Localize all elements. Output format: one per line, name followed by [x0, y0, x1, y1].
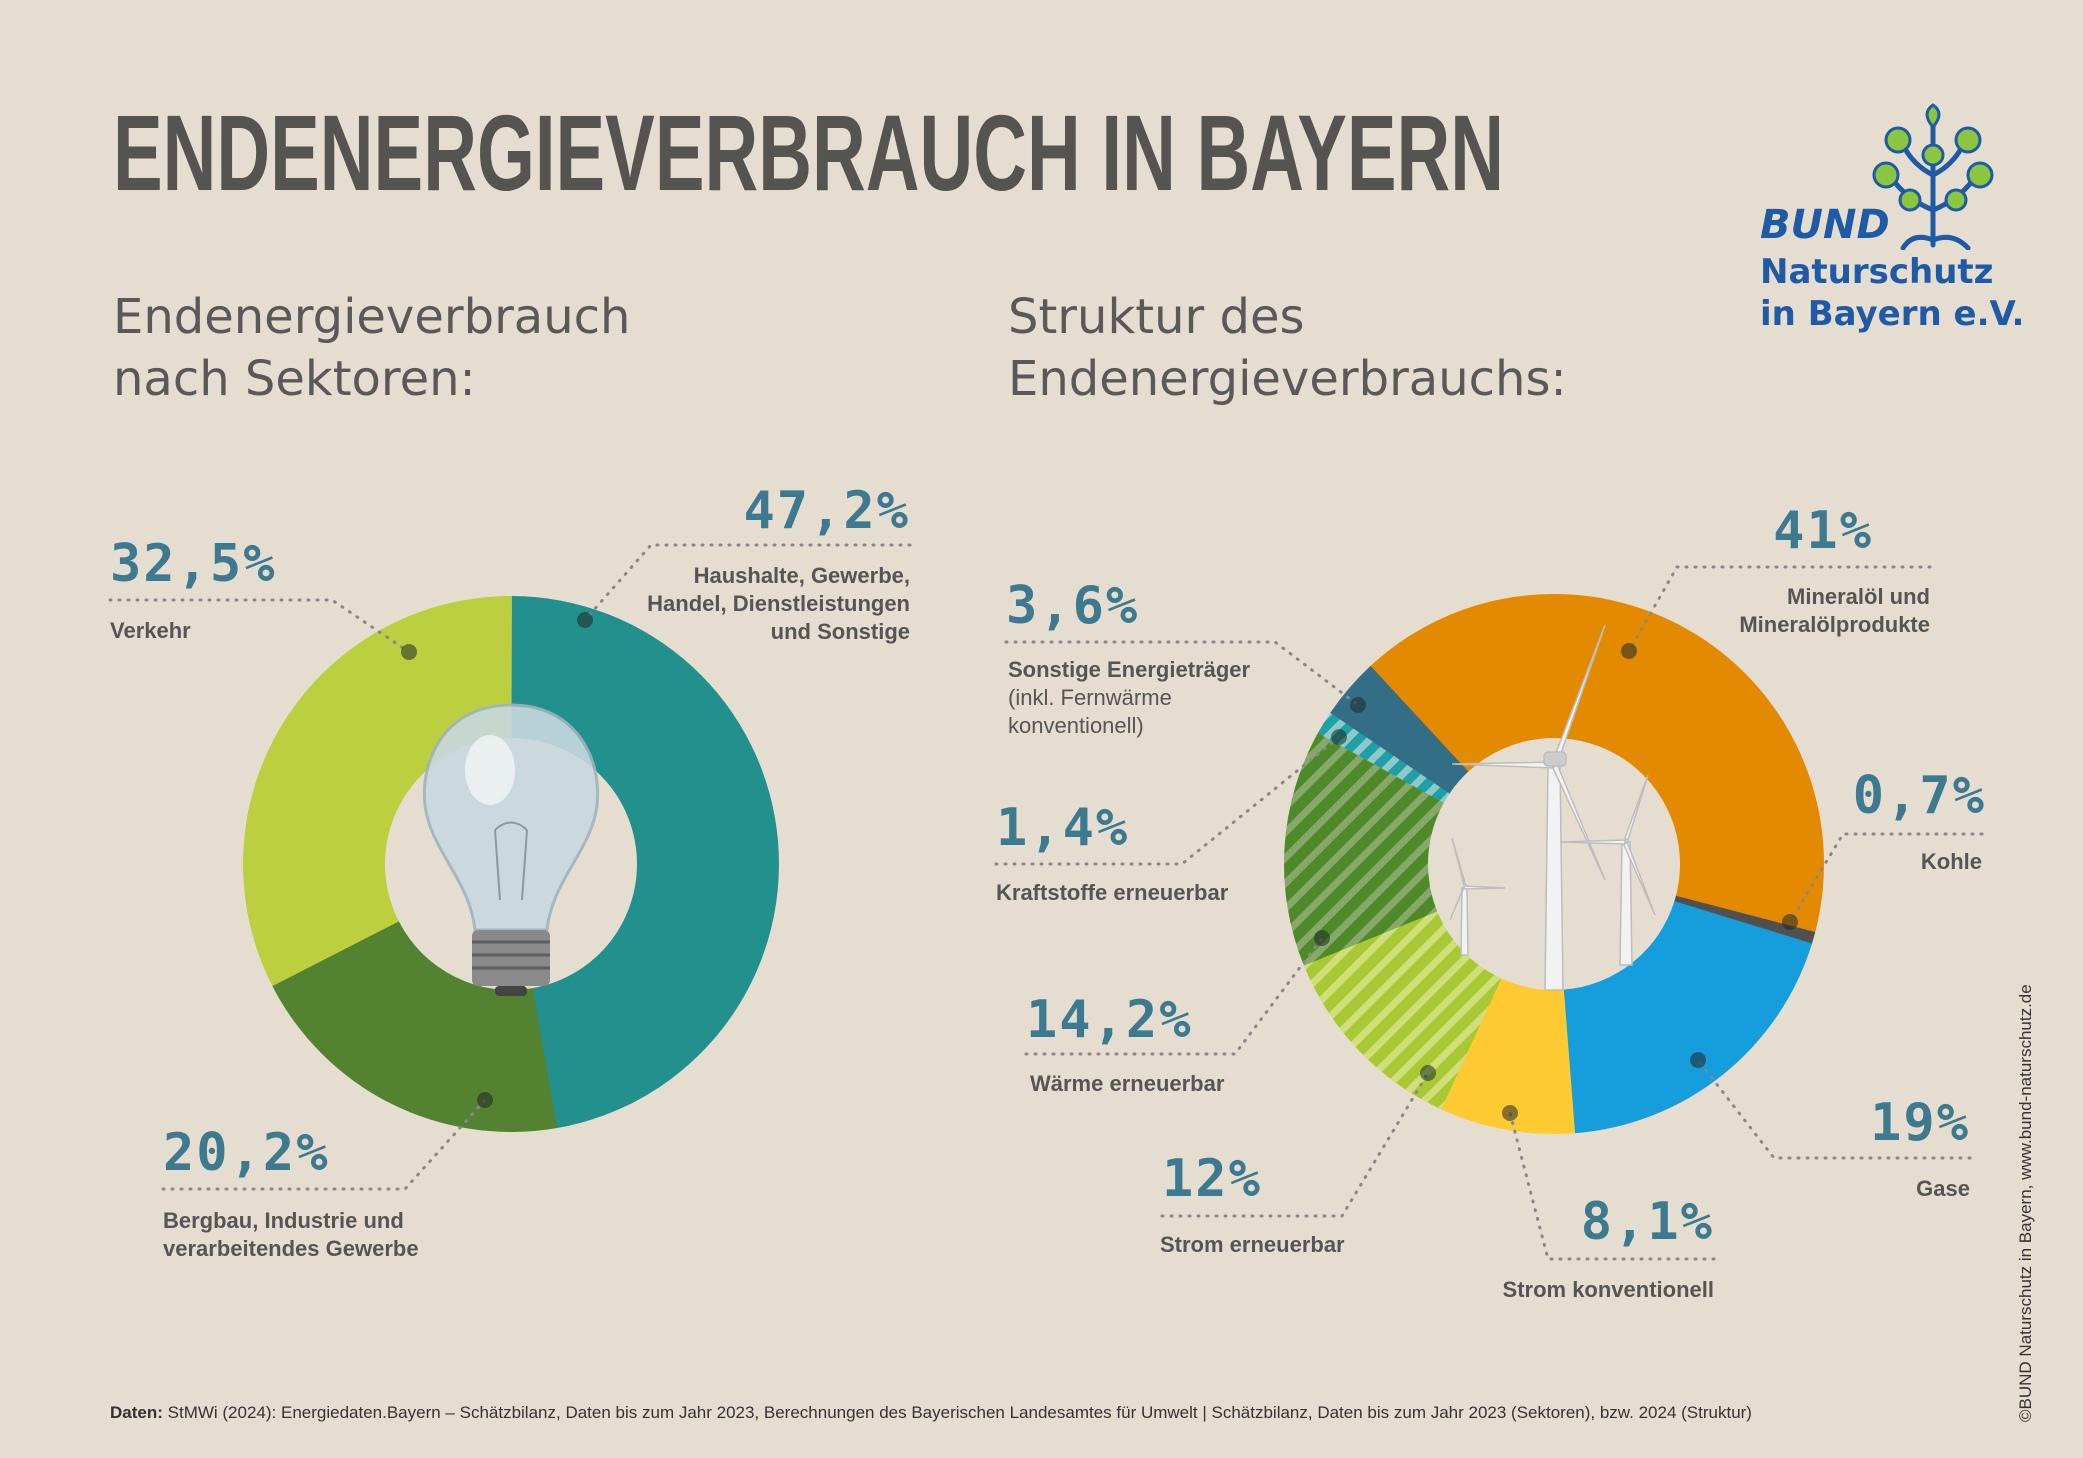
label-kraftstoffe-value: 1,4% — [996, 798, 1130, 858]
label-line: Haushalte, Gewerbe, — [693, 563, 910, 588]
donut-slice-bergbau-industrie-und — [272, 921, 558, 1133]
label-sonstige: Sonstige Energieträger (inkl. Fernwärme … — [1008, 656, 1250, 740]
label-note: konventionell) — [1008, 713, 1144, 738]
tree-icon — [1872, 103, 1994, 250]
logo-bund: BUND — [1760, 202, 1890, 248]
label-gase: Gase — [1916, 1176, 1970, 1201]
label-waerme: Wärme erneuerbar — [1030, 1071, 1225, 1096]
source-label: Daten: — [110, 1403, 163, 1422]
leader-line — [1024, 936, 1324, 1056]
logo-naturschutz: Naturschutz — [1760, 252, 1994, 292]
leader-dot — [1314, 930, 1330, 946]
leader-dot — [477, 1092, 493, 1108]
leader-line — [1788, 832, 1984, 924]
left-donut — [243, 595, 780, 1133]
label-kraftstoffe: Kraftstoffe erneuerbar — [996, 880, 1229, 905]
label-line: und Sonstige — [770, 619, 910, 644]
leader-dots — [401, 612, 1798, 1121]
leader-lines — [108, 543, 1984, 1261]
page-title: ENDENERGIEVERBRAUCH IN BAYERN — [113, 92, 1504, 213]
label-strom-konventionell-value: 8,1% — [1580, 1192, 1714, 1252]
label-line: Mineralöl und — [1787, 584, 1930, 609]
leader-line — [1696, 1058, 1972, 1160]
label-strom-erneuerbar: Strom erneuerbar — [1160, 1232, 1345, 1257]
donut-slice-mineralöl-und — [1369, 594, 1824, 933]
leader-line — [108, 598, 411, 654]
label-line: Handel, Dienstleistungen — [647, 591, 910, 616]
source-text: StMWi (2024): Energiedaten.Bayern – Schä… — [162, 1403, 1752, 1422]
label-note: (inkl. Fernwärme — [1008, 685, 1172, 710]
source-footer: Daten: StMWi (2024): Energiedaten.Bayern… — [110, 1403, 1752, 1423]
leader-dot — [401, 644, 417, 660]
logo-bayern: in Bayern e.V. — [1760, 294, 2025, 334]
leader-dot — [1502, 1105, 1518, 1121]
leader-dot — [577, 612, 593, 628]
leader-line — [1508, 1111, 1716, 1261]
right-title-line1: Struktur des — [1008, 289, 1305, 345]
label-line: verarbeitendes Gewerbe — [163, 1236, 419, 1261]
label-kohle: Kohle — [1920, 849, 1982, 874]
leader-dot — [1350, 697, 1366, 713]
label-line: Mineralölprodukte — [1739, 612, 1930, 637]
page-title-wrap: ENDENERGIEVERBRAUCH IN BAYERN — [113, 92, 1504, 213]
label-waerme-value: 14,2% — [1026, 990, 1193, 1050]
leader-dot — [1621, 643, 1637, 659]
donut-slice-haushalte-gewerbe — [511, 596, 780, 1129]
donut-slice-gase — [1563, 901, 1813, 1134]
label-line: Bergbau, Industrie und — [163, 1208, 404, 1233]
right-title-line2: Endenergieverbrauchs: — [1008, 351, 1567, 407]
label-mineraloel-value: 41% — [1773, 501, 1873, 561]
label-industrie: Bergbau, Industrie und verarbeitendes Ge… — [163, 1207, 419, 1263]
label-verkehr-value: 32,5% — [110, 534, 277, 594]
leader-dot — [1782, 914, 1798, 930]
light-bulb-icon — [422, 703, 600, 996]
label-haushalte-value: 47,2% — [743, 481, 910, 541]
label-strom-erneuerbar-value: 12% — [1162, 1149, 1262, 1209]
copyright: ©BUND Naturschutz in Bayern, www.bund-na… — [2016, 984, 2035, 1422]
donut-slice-strom-konventionell — [1440, 978, 1576, 1134]
leader-dot — [1420, 1065, 1436, 1081]
donut-slice-kohle — [1674, 895, 1816, 945]
left-chart-title: Endenergieverbrauch nach Sektoren: — [113, 286, 630, 410]
leader-line — [1627, 565, 1932, 653]
label-industrie-value: 20,2% — [163, 1123, 330, 1183]
label-strom-konventionell: Strom konventionell — [1502, 1277, 1714, 1302]
label-haushalte: Haushalte, Gewerbe, Handel, Dienstleistu… — [647, 562, 910, 646]
wind-turbines-icon — [1449, 624, 1656, 991]
leader-line — [1160, 1071, 1430, 1218]
right-chart-title: Struktur des Endenergieverbrauchs: — [1008, 286, 1567, 410]
leader-dot — [1690, 1052, 1706, 1068]
leader-line — [1004, 640, 1360, 707]
label-kohle-value: 0,7% — [1852, 766, 1986, 826]
leader-line — [161, 1098, 487, 1191]
right-donut — [1284, 594, 1824, 1134]
leader-line — [994, 735, 1341, 866]
label-verkehr: Verkehr — [110, 618, 191, 643]
donut-slice-strom-erneuerbar — [1303, 911, 1502, 1110]
label-gase-value: 19% — [1870, 1093, 1970, 1153]
left-title-line2: nach Sektoren: — [113, 351, 476, 407]
label-line: Sonstige Energieträger — [1008, 657, 1251, 682]
donut-slice-verkehr — [243, 595, 512, 987]
leader-dot — [1331, 729, 1347, 745]
donut-slice-sonstige-energieträger — [1330, 665, 1469, 794]
donut-slice-wärme-erneuerbar — [1284, 732, 1445, 966]
label-mineraloel: Mineralöl und Mineralölprodukte — [1739, 583, 1930, 639]
left-title-line1: Endenergieverbrauch — [113, 289, 631, 345]
leader-line — [583, 543, 912, 622]
donut-slice-kraftstoffe-erneuerbar — [1317, 712, 1450, 803]
label-sonstige-value: 3,6% — [1006, 576, 1140, 636]
